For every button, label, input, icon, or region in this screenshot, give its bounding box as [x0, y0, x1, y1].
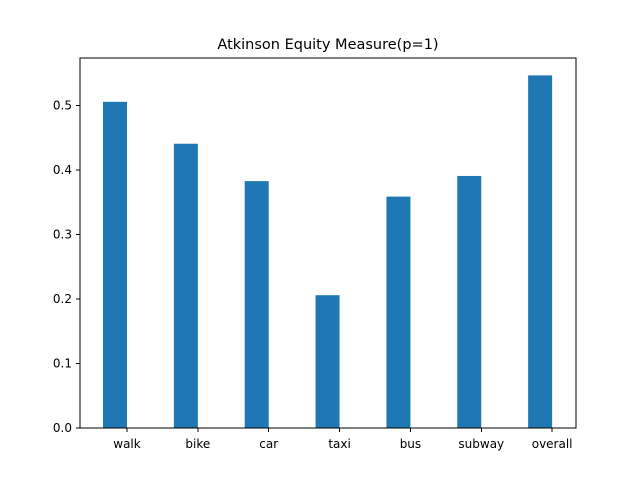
y-tick-label: 0.5	[53, 99, 72, 113]
bars-group	[103, 75, 553, 429]
x-tick-label-bus: bus	[400, 437, 421, 451]
bar-subway	[457, 175, 482, 428]
x-tick-label-taxi: taxi	[328, 437, 351, 451]
x-tick-label-overall: overall	[532, 437, 573, 451]
plot-frame	[79, 57, 577, 429]
bar-bike	[173, 143, 198, 429]
chart-title: Atkinson Equity Measure(p=1)	[217, 37, 438, 53]
y-tick-label: 0.1	[53, 357, 72, 371]
bar-taxi	[315, 295, 340, 428]
x-tick-label-car: car	[259, 437, 278, 451]
bar-bus	[386, 196, 411, 428]
bar-overall	[528, 75, 553, 429]
bar-car	[244, 181, 269, 428]
bar-walk	[103, 101, 127, 428]
x-tick-label-walk: walk	[113, 437, 141, 451]
y-tick-label: 0.4	[53, 163, 72, 177]
y-tick-label: 0.0	[53, 421, 72, 435]
x-tick-label-subway: subway	[458, 437, 504, 451]
x-axis: walk bike car taxi bus subway overall	[113, 428, 573, 451]
x-tick-label-bike: bike	[185, 437, 210, 451]
y-tick-label: 0.2	[53, 292, 72, 306]
y-axis: 0.0 0.1 0.2 0.3 0.4 0.5	[53, 99, 80, 435]
y-tick-label: 0.3	[53, 228, 72, 242]
